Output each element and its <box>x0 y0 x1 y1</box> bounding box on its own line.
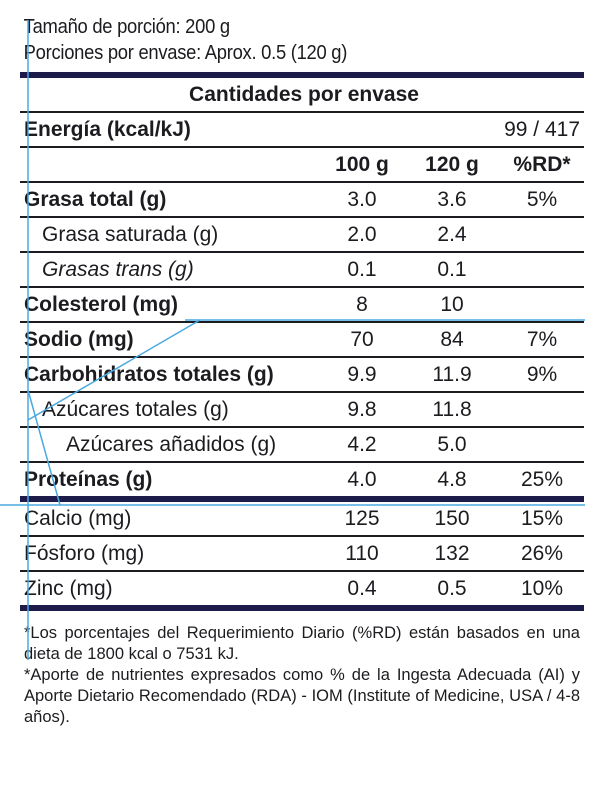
value-100g: 0.1 <box>347 257 377 281</box>
nutrient-name: Grasa total (g) <box>24 187 167 211</box>
table-row: Azúcares añadidos (g) 4.2 5.0 <box>20 428 584 463</box>
top-rule <box>20 72 584 78</box>
value-100g: 9.9 <box>347 362 377 386</box>
value-100g: 110 <box>345 541 379 565</box>
nutrient-name: Proteínas (g) <box>24 467 153 491</box>
nutrient-name: Grasa saturada (g) <box>42 222 219 246</box>
value-120g: 11.8 <box>432 397 472 421</box>
value-120g: 2.4 <box>437 222 467 246</box>
value-120g: 132 <box>434 541 470 565</box>
value-120g: 150 <box>434 506 470 530</box>
value-100g: 8 <box>356 292 368 316</box>
servings-per-container: Porciones por envase: Aprox. 0.5 (120 g) <box>23 42 348 64</box>
column-header-row: 100 g 120 g %RD* <box>20 148 584 183</box>
serving-size: Tamaño de porción: 200 g <box>23 16 230 38</box>
value-rd: 26% <box>520 541 564 565</box>
table-row: Zinc (mg) 0.4 0.5 10% <box>20 572 584 611</box>
energy-value: 99 / 417 <box>504 117 580 141</box>
table-heading: Cantidades por envase <box>20 78 584 113</box>
value-100g: 125 <box>344 506 380 530</box>
table-row: Colesterol (mg) 8 10 <box>20 288 584 323</box>
table-row: Proteínas (g) 4.0 4.8 25% <box>20 463 584 502</box>
table-row: Grasa total (g) 3.0 3.6 5% <box>20 183 584 218</box>
mineral-name: Fósforo (mg) <box>24 541 145 565</box>
value-100g: 70 <box>350 327 374 351</box>
nutrient-name: Azúcares totales (g) <box>42 397 229 421</box>
footnote-rd: *Los porcentajes del Requerimiento Diari… <box>24 624 580 663</box>
value-100g: 4.0 <box>347 467 377 491</box>
value-120g: 4.8 <box>437 467 467 491</box>
table-row: Azúcares totales (g) 9.8 11.8 <box>20 393 584 428</box>
value-120g: 11.9 <box>432 362 472 386</box>
value-120g: 0.5 <box>437 576 467 600</box>
column-header-100g: 100 g <box>335 152 389 176</box>
value-120g: 5.0 <box>437 432 467 456</box>
value-100g: 9.8 <box>347 397 377 421</box>
value-100g: 4.2 <box>347 432 377 456</box>
value-rd: 10% <box>520 576 564 600</box>
nutrition-label: Tamaño de porción: 200 g Porciones por e… <box>20 14 584 728</box>
value-rd: 25% <box>520 467 564 491</box>
value-100g: 3.0 <box>347 187 377 211</box>
footnotes: *Los porcentajes del Requerimiento Diari… <box>20 611 584 728</box>
column-header-rd: %RD* <box>513 152 571 176</box>
value-100g: 2.0 <box>347 222 377 246</box>
value-100g: 0.4 <box>347 576 377 600</box>
nutrient-name: Azúcares añadidos (g) <box>66 432 277 456</box>
table-row: Grasas trans (g) 0.1 0.1 <box>20 253 584 288</box>
value-120g: 84 <box>440 327 464 351</box>
table-row: Carbohidratos totales (g) 9.9 11.9 9% <box>20 358 584 393</box>
value-120g: 10 <box>440 292 464 316</box>
mineral-name: Zinc (mg) <box>24 576 113 600</box>
value-rd: 15% <box>520 506 564 530</box>
nutrient-name: Carbohidratos totales (g) <box>24 362 274 386</box>
nutrient-name: Sodio (mg) <box>24 327 134 351</box>
value-120g: 3.6 <box>437 187 467 211</box>
value-rd: 7% <box>526 327 558 351</box>
nutrient-name: Grasas trans (g) <box>42 257 194 281</box>
value-rd: 5% <box>526 187 558 211</box>
table-heading-text: Cantidades por envase <box>189 82 419 106</box>
energy-row: Energía (kcal/kJ) 99 / 417 <box>20 113 584 148</box>
table-row: Grasa saturada (g) 2.0 2.4 <box>20 218 584 253</box>
table-row: Fósforo (mg) 110 132 26% <box>20 537 584 572</box>
mineral-name: Calcio (mg) <box>24 506 132 530</box>
table-row: Sodio (mg) 70 84 7% <box>20 323 584 358</box>
value-rd: 9% <box>526 362 558 386</box>
nutrient-name: Colesterol (mg) <box>24 292 179 316</box>
column-header-120g: 120 g <box>425 152 479 176</box>
table-row: Calcio (mg) 125 150 15% <box>20 502 584 537</box>
value-120g: 0.1 <box>437 257 467 281</box>
footnote-ai-rda: *Aporte de nutrientes expresados como % … <box>24 666 580 726</box>
energy-label: Energía (kcal/kJ) <box>24 117 191 141</box>
